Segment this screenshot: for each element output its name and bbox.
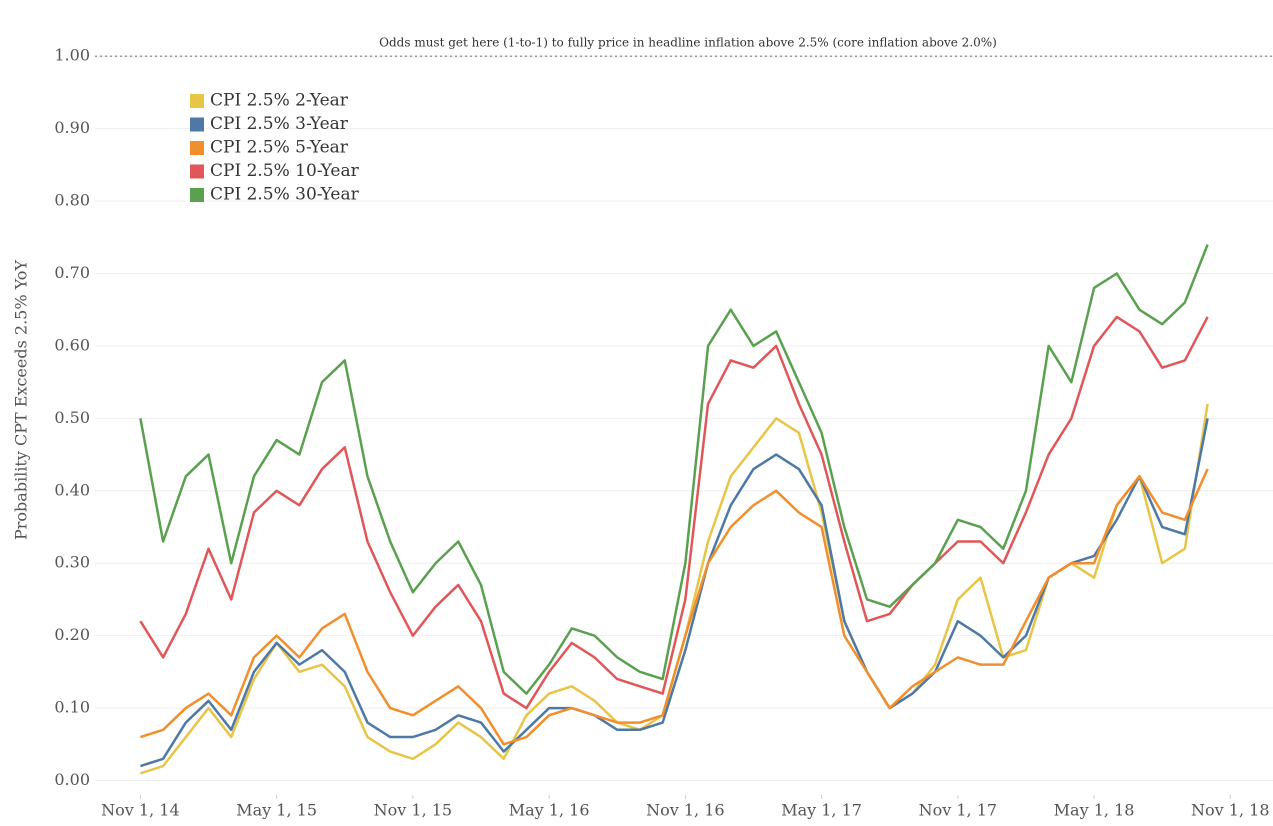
series-line (140, 418, 1209, 768)
y-tick-label: 0.90 (54, 118, 90, 137)
annotation: Odds must get here (1-to-1) to fully pri… (379, 36, 997, 50)
y-tick-label: 0.30 (54, 553, 90, 572)
y-tick-label: 0.70 (54, 263, 90, 282)
y-tick-label: 0.20 (54, 625, 90, 644)
series-line (139, 244, 1209, 695)
legend-swatch (190, 117, 204, 132)
legend-swatch (190, 94, 204, 108)
legend-swatch (190, 141, 204, 155)
x-tick-label: Nov 1, 14 (101, 801, 179, 820)
x-tick-label: May 1, 17 (781, 801, 862, 820)
y-tick-label: 0.10 (54, 698, 90, 717)
legend-label: CPI 2.5% 10-Year (210, 161, 360, 181)
x-tick-label: Nov 1, 18 (1191, 801, 1269, 820)
y-tick-label: 0.00 (54, 770, 90, 789)
y-tick-label: 0.40 (54, 480, 90, 499)
legend-label: CPI 2.5% 3-Year (210, 114, 349, 134)
y-tick-label: 0.60 (54, 335, 90, 354)
series-line (140, 468, 1209, 746)
series-line (139, 315, 1209, 710)
x-tick-label: May 1, 15 (236, 801, 317, 820)
legend-label: CPI 2.5% 5-Year (210, 138, 349, 158)
legend-swatch (190, 188, 204, 202)
x-tick-label: Nov 1, 16 (646, 801, 724, 820)
y-tick-label: 1.00 (54, 46, 90, 65)
y-axis-title: Probability CPT Exceeds 2.5% YoY (12, 260, 31, 540)
y-tick-label: 0.80 (54, 191, 90, 210)
x-tick-label: May 1, 18 (1054, 801, 1135, 820)
legend-label: CPI 2.5% 30-Year (210, 185, 360, 205)
legend-label: CPI 2.5% 2-Year (210, 91, 349, 111)
x-tick-label: May 1, 16 (509, 801, 590, 820)
legend-swatch (190, 164, 204, 179)
x-tick-label: Nov 1, 15 (374, 801, 452, 820)
y-tick-label: 0.50 (54, 408, 90, 427)
x-tick-label: Nov 1, 17 (919, 801, 997, 820)
